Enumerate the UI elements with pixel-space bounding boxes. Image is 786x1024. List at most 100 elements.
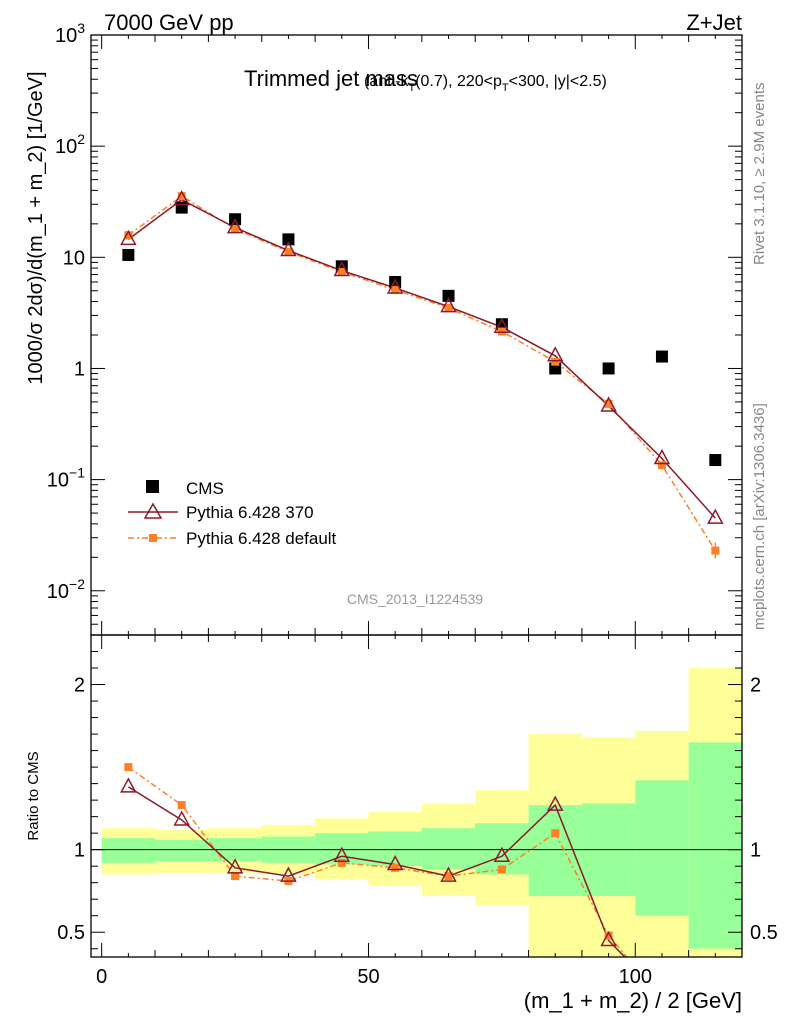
ratio-y-axis-label: Ratio to CMS (25, 751, 42, 840)
ratio-pythia370-point (386, 854, 404, 871)
pythia-default-point (284, 247, 293, 256)
tick-base: 10 (55, 136, 77, 158)
tick-base: 10 (47, 470, 69, 492)
main-y-tick-label: 1 (74, 358, 85, 380)
legend-label-cms: CMS (186, 479, 224, 498)
main-y-tick-label: 102 (55, 131, 85, 158)
pythia370-point (707, 508, 724, 524)
tick-exponent: 3 (77, 20, 85, 36)
subtitle-part-2: (0.7), 220<p (415, 73, 502, 90)
tick-exponent: −2 (69, 576, 85, 592)
ratio-pythia-default-point (444, 872, 453, 881)
ratio-pythia-default-line (127, 766, 628, 957)
ratio-band-inner (421, 828, 476, 870)
pythia370-point (333, 260, 351, 277)
main-subtitle: (anti-kT(0.7), 220<pT<300, |y|<2.5) (364, 73, 607, 94)
pythia-default-point (337, 267, 346, 276)
ratio-pythia370-point (493, 846, 511, 863)
cms-point (282, 233, 295, 246)
ratio-y-tick-label-right: 1 (750, 840, 761, 862)
subtitle-part-1: (anti-k (364, 73, 409, 90)
ratio-y-tick-label: 0.5 (57, 922, 85, 944)
main-y-tick-label: 10−2 (47, 576, 85, 603)
main-title: Trimmed jet mass (244, 66, 418, 91)
ratio-pythia-default-point (551, 829, 560, 838)
main-y-tick-label: 10 (63, 247, 85, 269)
ratio-band-inner (155, 839, 209, 862)
x-axis-label: (m_1 + m_2) / 2 [GeV] (524, 988, 742, 1013)
pythia-default-point (604, 399, 613, 408)
tick-base: 10 (63, 247, 85, 269)
pythia370-point (226, 218, 244, 234)
ratio-pythia370-point (546, 795, 564, 811)
pythia-default-point (444, 303, 453, 312)
ratio-pythia-default-point (124, 763, 133, 772)
ratio-panel: 0.5 0.5 1 1 2 2 0 50 100 Ratio to CMS (m_1 + m_2… (25, 634, 778, 1013)
ratio-pythia370-line (127, 786, 626, 957)
pythia370-point (546, 346, 564, 362)
main-y-tick-label: 10−1 (47, 465, 85, 492)
pythia370-point (440, 297, 457, 313)
ratio-pythia-default-point (604, 931, 613, 940)
header-left-label: 7000 GeV pp (104, 10, 234, 35)
ratio-pythia370-point (226, 858, 244, 874)
ratio-pythia370-point (600, 930, 617, 947)
ratio-pythia-default-point (497, 865, 506, 874)
legend-label-pythia370: Pythia 6.428 370 (186, 503, 314, 522)
legend-marker-pythia-default (149, 534, 157, 542)
legend-marker-pythia370 (143, 502, 163, 519)
main-y-tick-label: 103 (55, 20, 85, 47)
ratio-data (120, 763, 628, 957)
cms-point (709, 454, 722, 467)
pythia370-point (280, 240, 297, 257)
legend-marker-cms (146, 480, 159, 493)
x-tick-label: 100 (619, 966, 652, 988)
legend-label-pythia-default: Pythia 6.428 default (186, 529, 337, 548)
ratio-band-inner (101, 838, 156, 863)
pythia-default-point (177, 192, 186, 201)
subtitle-sub-1: T (408, 82, 415, 94)
ratio-pythia-default-point (177, 801, 186, 810)
ratio-pythia370-point (333, 846, 351, 863)
tick-base: 10 (47, 581, 69, 603)
pythia-default-point (657, 461, 666, 470)
pythia370-point (600, 396, 617, 412)
tick-exponent: 2 (77, 131, 85, 147)
pythia370-line (127, 198, 716, 519)
ratio-y-tick-label-right: 0.5 (750, 922, 778, 944)
ratio-pythia370-point (120, 777, 137, 793)
subtitle-sub-2: T (502, 82, 509, 94)
ratio-y-tick-label: 1 (74, 840, 85, 862)
cms-point (655, 350, 668, 363)
ratio-y-tick-label: 2 (74, 675, 85, 697)
ratio-band-inner (688, 742, 742, 949)
pythia-default-point (124, 231, 133, 240)
mcplots-reference-label: mcplots.cern.ch [arXiv:1306.3436] (751, 403, 768, 630)
cms-point (495, 318, 508, 331)
cms-point (122, 248, 135, 261)
ratio-ticks: 0.5 0.5 1 1 2 2 0 50 100 (57, 635, 778, 988)
pythia370-point (386, 278, 404, 294)
x-tick-label: 0 (96, 966, 107, 988)
ratio-band-inner (368, 831, 422, 867)
cms-point (175, 201, 188, 214)
ratio-series-group (120, 763, 628, 957)
pythia370-point (173, 190, 190, 206)
ratio-frame (90, 634, 743, 958)
cms-point (602, 362, 615, 375)
analysis-label: CMS_2013_I1224539 (347, 591, 483, 607)
subtitle-part-3: <300, |y|<2.5) (509, 73, 607, 90)
pythia-default-point (231, 224, 240, 233)
ratio-y-tick-label-right: 2 (750, 675, 761, 697)
x-tick-label: 50 (357, 966, 379, 988)
ratio-bands (101, 668, 742, 957)
tick-exponent: −1 (69, 465, 85, 481)
ratio-pythia370-point (440, 866, 457, 882)
ratio-pythia-default-point (391, 863, 400, 872)
ratio-pythia370-point (173, 810, 190, 826)
legend: CMS Pythia 6.428 370 Pythia 6.428 defaul… (128, 479, 337, 548)
main-y-axis-label: 1000/σ 2dσ)/d(m_1 + m_2) [1/GeV] (25, 71, 47, 384)
tick-base: 1 (74, 358, 85, 380)
